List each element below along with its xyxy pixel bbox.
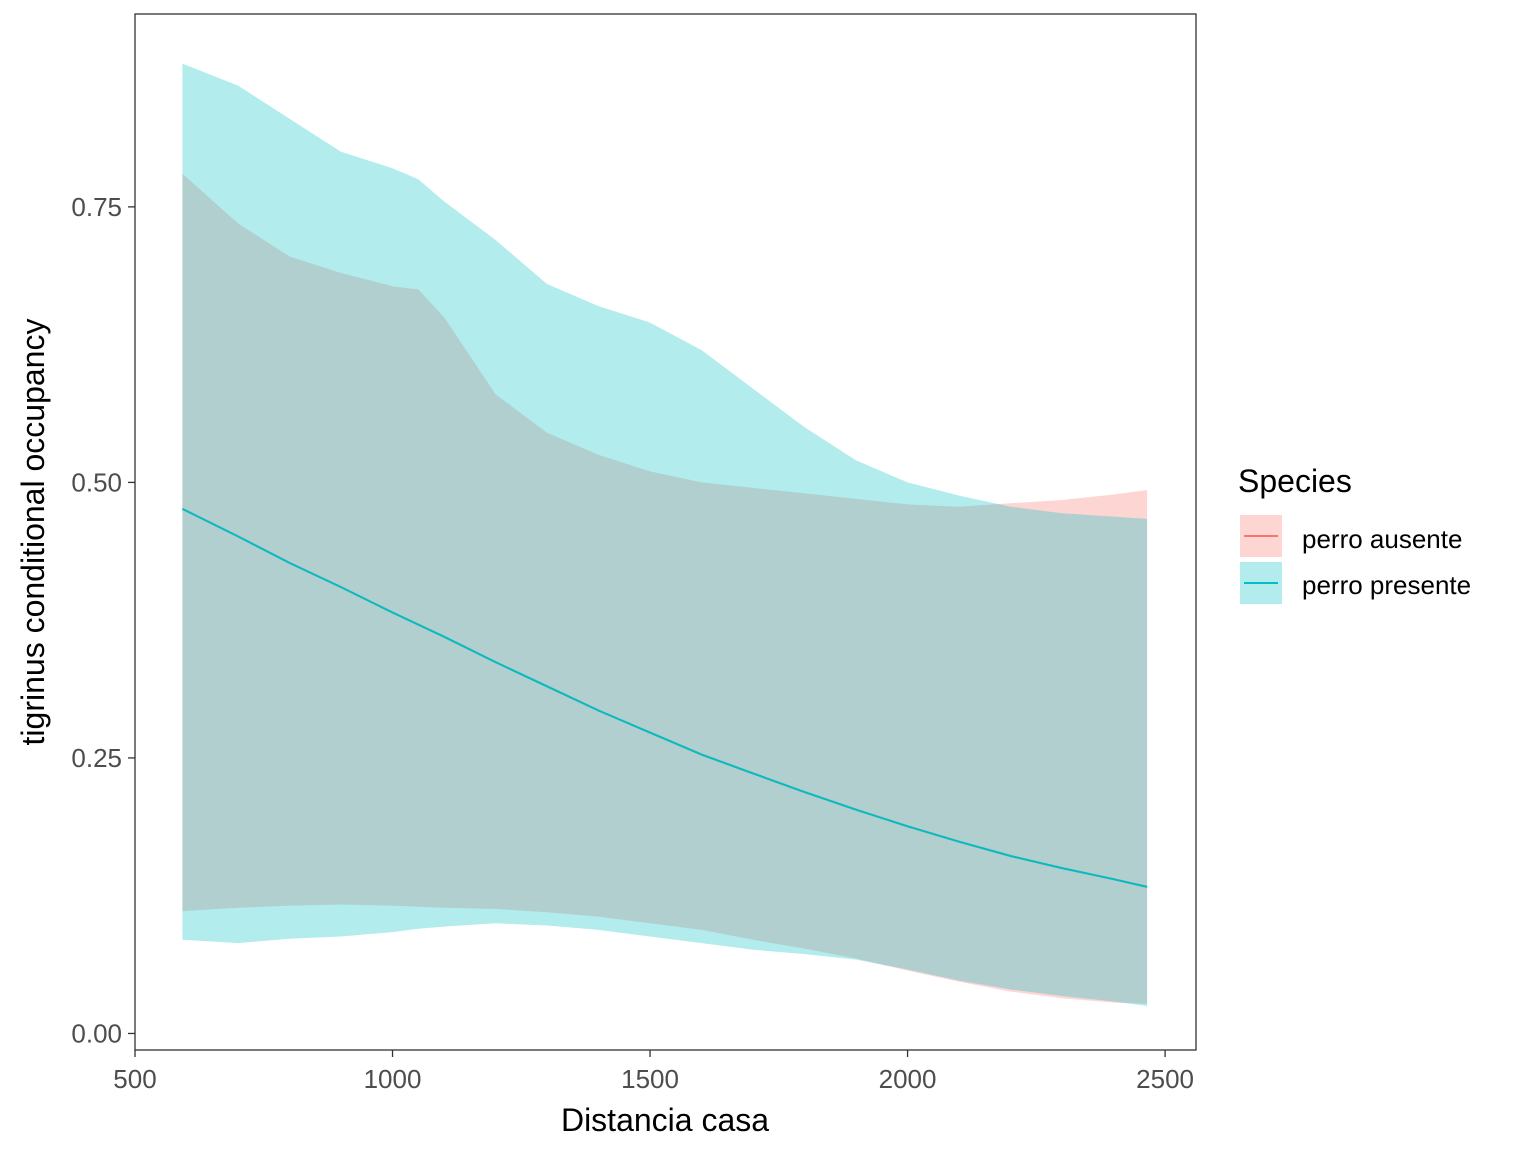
plot-panel-border xyxy=(134,13,1197,1051)
y-tick-label: 0.50 xyxy=(71,467,122,497)
x-tick-label: 1500 xyxy=(621,1064,679,1094)
y-tick-label: 0.75 xyxy=(71,192,122,222)
ribbon-perro-ausente xyxy=(182,173,1148,1004)
y-tick-label: 0.25 xyxy=(71,743,122,773)
line-perro-presente xyxy=(181,508,1148,888)
legend-entry-perro-ausente: perro ausente xyxy=(1240,515,1462,557)
legend: Species perro ausente perro presente xyxy=(1238,463,1471,604)
y-axis: 0.00 0.25 0.50 0.75 xyxy=(71,192,135,1048)
x-tick-label: 1000 xyxy=(364,1064,422,1094)
y-axis-title: tigrinus conditional occupancy xyxy=(15,319,51,746)
legend-label-perro-ausente: perro ausente xyxy=(1302,524,1462,554)
x-axis-title: Distancia casa xyxy=(561,1102,769,1138)
series-lines xyxy=(181,508,1148,888)
legend-entry-perro-presente: perro presente xyxy=(1240,562,1471,604)
ribbon-perro-presente xyxy=(182,63,1148,1006)
x-tick-label: 500 xyxy=(113,1064,156,1094)
x-axis: 500 1000 1500 2000 2500 xyxy=(113,1050,1194,1094)
confidence-bands xyxy=(182,63,1148,1006)
legend-label-perro-presente: perro presente xyxy=(1302,570,1471,600)
x-tick-label: 2500 xyxy=(1136,1064,1194,1094)
x-tick-label: 2000 xyxy=(879,1064,937,1094)
y-tick-label: 0.00 xyxy=(71,1018,122,1048)
legend-title: Species xyxy=(1238,463,1352,499)
